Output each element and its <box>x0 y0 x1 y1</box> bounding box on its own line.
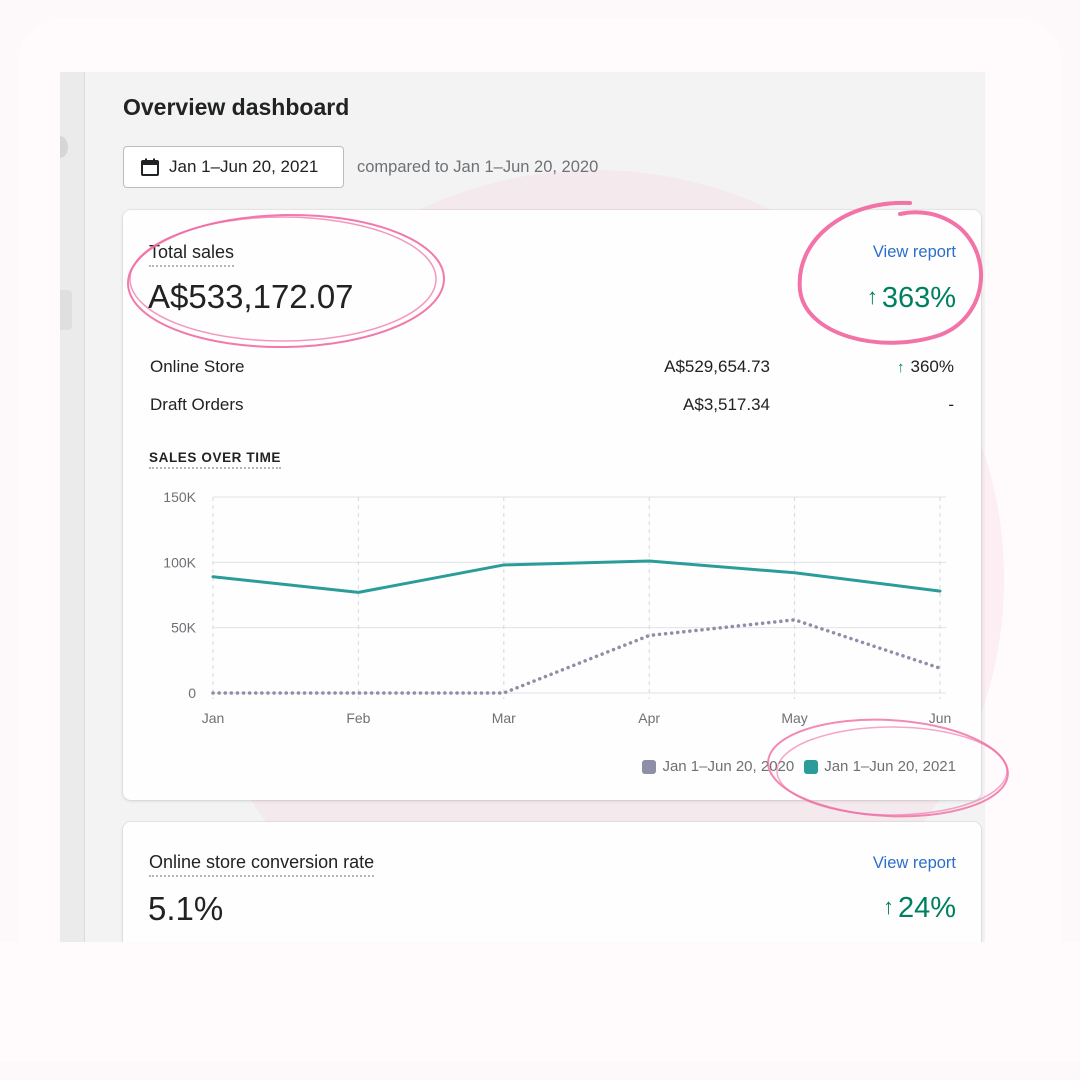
y-tick-label: 150K <box>163 489 196 505</box>
cart-watermark-icon <box>350 367 792 651</box>
sidebar-active-tab[interactable] <box>60 290 72 330</box>
breakdown-value: A$529,654.73 <box>664 357 770 376</box>
conversion-rate-label[interactable]: Online store conversion rate <box>149 852 375 877</box>
page-title: Overview dashboard <box>123 94 350 120</box>
growth-value: 24% <box>897 892 956 924</box>
breakdown-label: Online Store <box>150 357 245 376</box>
breakdown-label: Draft Orders <box>150 395 244 414</box>
view-report-link[interactable]: View report <box>872 243 956 261</box>
y-tick-label: 0 <box>188 685 196 701</box>
series-line-previous <box>211 618 942 695</box>
view-report-link[interactable]: View report <box>872 854 956 872</box>
legend-swatch <box>804 759 819 774</box>
legend-label: Jan 1–Jun 20, 2021 <box>824 758 956 775</box>
legend-label: Jan 1–Jun 20, 2020 <box>662 758 795 775</box>
chart-legend: Jan 1–Jun 20, 2020 Jan 1–Jun 20, 2021 <box>632 758 956 775</box>
chart-title[interactable]: SALES OVER TIME <box>149 450 282 469</box>
arrow-up-icon: ↑ <box>866 284 878 309</box>
y-tick-label: 100K <box>163 554 196 570</box>
conversion-growth: ↑ 24% <box>883 892 956 925</box>
total-sales-label[interactable]: Total sales <box>149 242 235 267</box>
comparison-text: compared to Jan 1–Jun 20, 2020 <box>357 158 599 176</box>
sidebar-avatar[interactable] <box>60 136 68 158</box>
x-tick-label: Jan <box>202 710 225 726</box>
x-tick-label: May <box>781 710 807 726</box>
breakdown-change: - <box>948 395 954 414</box>
calendar-icon <box>141 158 159 176</box>
x-tick-label: Mar <box>492 710 516 726</box>
conversion-rate-value: 5.1% <box>148 890 224 927</box>
growth-value: 363% <box>881 282 956 314</box>
bottom-fade <box>0 942 1080 1062</box>
breakdown-value: A$3,517.34 <box>683 395 770 414</box>
total-sales-card: Total sales A$533,172.07 View report ↑ 36… <box>123 210 981 800</box>
arrow-up-icon: ↑ <box>897 359 905 376</box>
x-tick-label: Jun <box>929 710 952 726</box>
y-tick-label: 50K <box>171 620 197 636</box>
x-tick-label: Feb <box>346 710 370 726</box>
total-sales-value: A$533,172.07 <box>148 278 354 315</box>
sidebar-edge <box>60 72 85 942</box>
legend-item[interactable]: Jan 1–Jun 20, 2021 <box>804 758 956 775</box>
x-tick-label: Apr <box>638 710 660 726</box>
legend-swatch <box>642 759 657 774</box>
arrow-up-icon: ↑ <box>882 894 894 919</box>
total-sales-growth: ↑ 363% <box>867 282 956 315</box>
breakdown-change-value: 360% <box>910 357 954 376</box>
sales-over-time-chart: 0 50K 100K 150K Jan Feb Mar Apr May Jun <box>163 489 952 726</box>
series-line-current <box>211 559 942 594</box>
date-range-button[interactable]: Jan 1–Jun 20, 2021 <box>123 146 344 188</box>
date-range-label: Jan 1–Jun 20, 2021 <box>169 157 319 176</box>
legend-item[interactable]: Jan 1–Jun 20, 2020 <box>642 758 794 775</box>
breakdown-change: ↑ 360% <box>897 357 954 377</box>
